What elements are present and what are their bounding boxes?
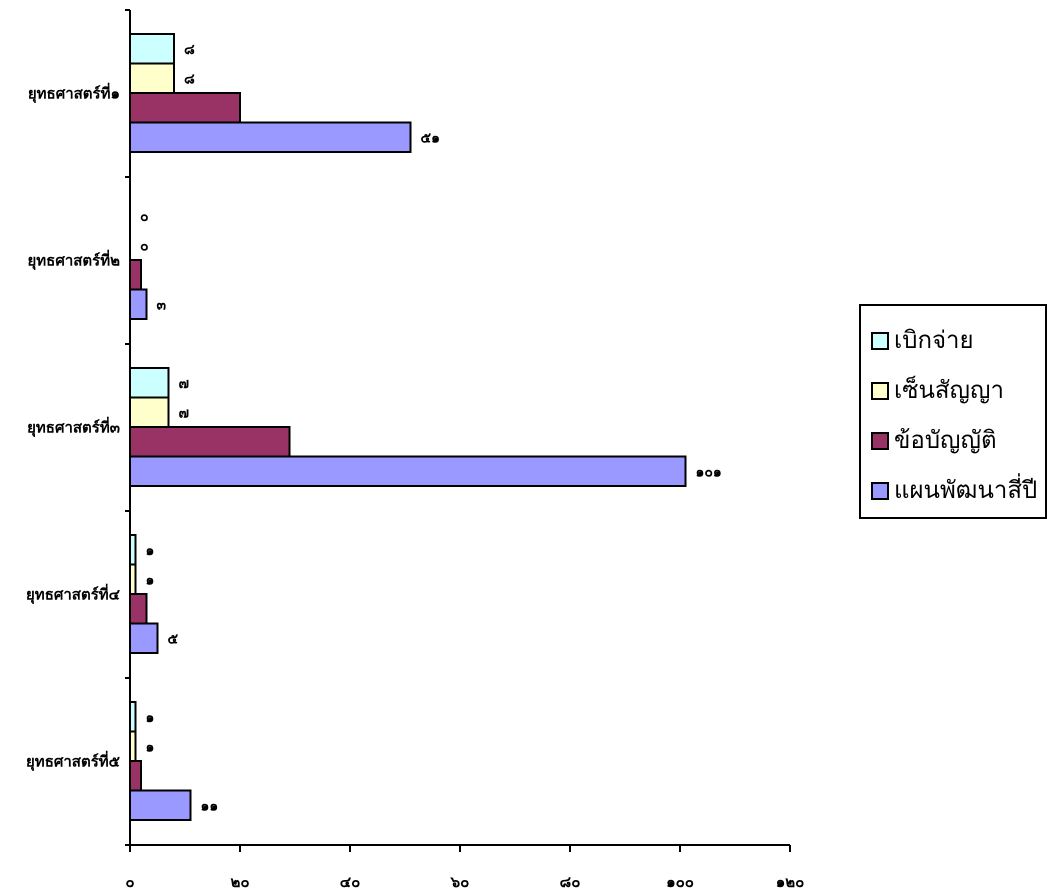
- bar-3-1: [129, 92, 241, 124]
- x-tick-label-4: ๘๐: [560, 873, 581, 891]
- bar-1-1: [129, 33, 175, 65]
- data-label-4-4: ๕: [168, 631, 179, 647]
- bar-3-4: [129, 593, 148, 625]
- data-label-2-3: ๗: [179, 405, 190, 421]
- x-tick-label-0: ๐: [125, 873, 134, 891]
- category-label-3: ยุทธศาสตร์ที่๓: [27, 417, 120, 438]
- data-label-1-3: ๗: [179, 376, 190, 392]
- legend-label-2: เซ็นสัญญา: [894, 375, 1004, 404]
- bar-4-1: [129, 121, 412, 153]
- bar-4-4: [129, 622, 159, 654]
- data-label-2-1: ๘: [184, 71, 195, 87]
- legend-label-1: เบิกจ่าย: [894, 326, 974, 354]
- legend-swatch-2: [871, 382, 889, 400]
- data-label-2-4: ๑: [146, 572, 155, 588]
- data-label-4-5: ๑๑: [201, 798, 219, 814]
- data-label-2-2: ๐: [140, 238, 149, 254]
- data-label-1-5: ๑: [146, 710, 155, 726]
- legend-label-4: แผนพัฒนาสี่ปี: [894, 473, 1037, 504]
- x-tick-label-5: ๑๐๐: [666, 873, 694, 891]
- bar-4-3: [129, 455, 687, 487]
- data-label-1-1: ๘: [184, 42, 195, 58]
- bar-3-2: [129, 259, 142, 291]
- x-tick-label-6: ๑๒๐: [776, 873, 805, 891]
- category-label-1: ยุทธศาสตร์ที่๑: [28, 83, 120, 104]
- bar-3-3: [129, 426, 291, 458]
- x-tick-label-1: ๒๐: [230, 873, 249, 891]
- legend-swatch-4: [871, 482, 889, 500]
- bar-2-1: [129, 62, 175, 94]
- legend-label-3: ข้อบัญญัติ: [894, 426, 997, 454]
- data-label-4-1: ๕๑: [421, 130, 440, 146]
- legend-swatch-3: [871, 432, 889, 450]
- data-label-2-5: ๑: [146, 739, 155, 755]
- category-label-4: ยุทธศาสตร์ที่๔: [26, 584, 121, 605]
- category-label-2: ยุทธศาสตร์ที่๒: [27, 250, 120, 271]
- bar-1-3: [129, 367, 170, 399]
- bar-2-3: [129, 396, 170, 428]
- legend-swatch-1: [871, 332, 889, 350]
- bar-4-5: [129, 789, 192, 821]
- category-label-5: ยุทธศาสตร์ที่๕: [26, 751, 121, 772]
- x-tick-label-2: ๔๐: [340, 873, 361, 891]
- x-tick-label-3: ๖๐: [450, 873, 470, 891]
- bar-3-5: [129, 760, 142, 792]
- bar-4-2: [129, 288, 148, 320]
- data-label-1-4: ๑: [146, 543, 155, 559]
- data-label-4-2: ๓: [157, 297, 167, 313]
- data-label-4-3: ๑๐๑: [696, 464, 722, 480]
- data-label-1-2: ๐: [140, 209, 149, 225]
- legend-box: [859, 304, 1047, 519]
